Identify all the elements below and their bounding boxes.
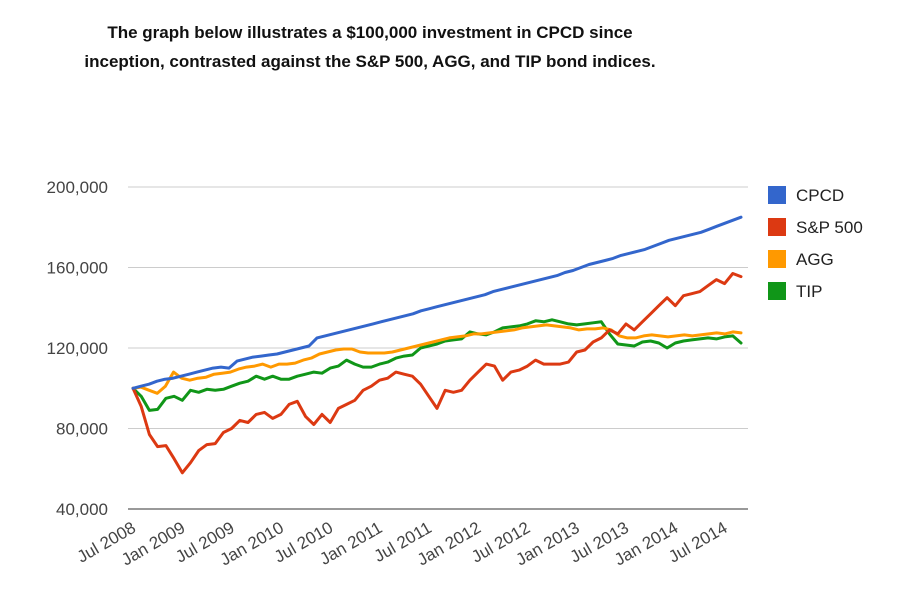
series-line-tip (131, 318, 743, 412)
chart-heading-line-2: inception, contrasted against the S&P 50… (84, 52, 656, 71)
y-tick-label: 80,000 (56, 420, 108, 439)
series-line-s-p-500 (131, 272, 743, 475)
y-axis: 40,000 80,000 120,000 160,000 200,000 (47, 178, 108, 519)
legend-label: CPCD (796, 186, 844, 205)
y-tick-label: 120,000 (47, 339, 108, 358)
legend-swatch (768, 218, 786, 236)
series-line-agg (131, 323, 743, 395)
legend-swatch (768, 250, 786, 268)
legend-swatch (768, 282, 786, 300)
legend-label: AGG (796, 250, 834, 269)
y-tick-label: 160,000 (47, 259, 108, 278)
y-tick-label: 200,000 (47, 178, 108, 197)
chart-title-block: The graph below illustrates a $100,000 i… (0, 18, 740, 76)
y-tick-label: 40,000 (56, 500, 108, 519)
plot-area (131, 215, 743, 475)
legend: CPCD S&P 500 AGG TIP (768, 186, 863, 301)
legend-swatch (768, 186, 786, 204)
legend-label: S&P 500 (796, 218, 863, 237)
series-line-cpcd (131, 215, 743, 390)
legend-label: TIP (796, 282, 822, 301)
gridlines (128, 186, 748, 510)
chart-heading-line-1: The graph below illustrates a $100,000 i… (107, 23, 633, 42)
